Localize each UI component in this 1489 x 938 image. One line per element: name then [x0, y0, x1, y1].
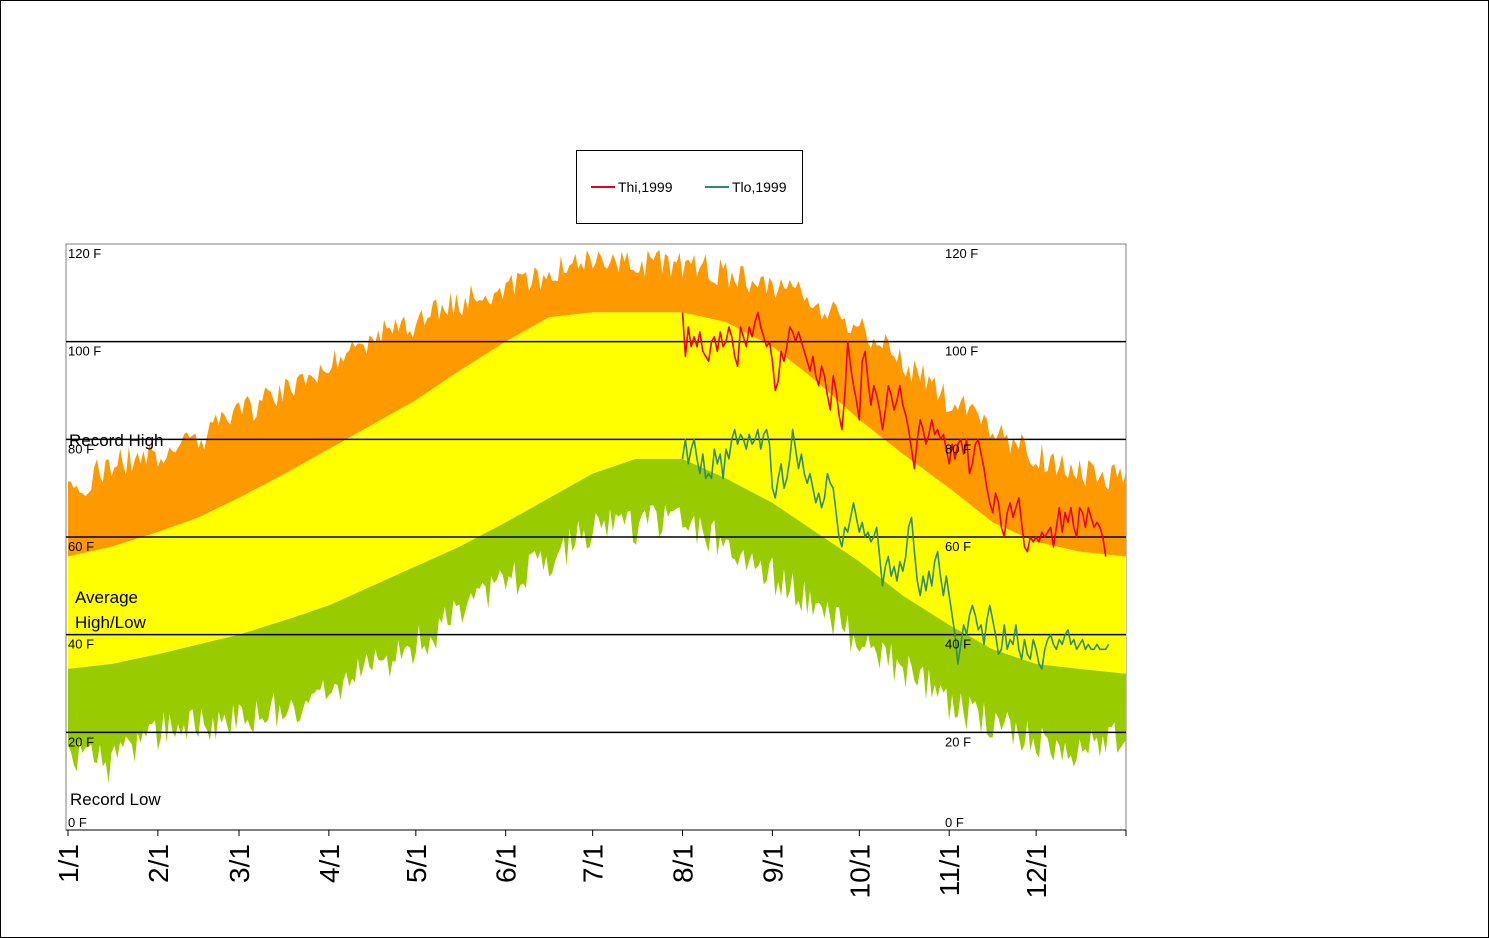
series-line-0	[681, 311, 1107, 557]
record-high-band	[68, 249, 1126, 557]
y-tick-right-0: 0 F	[945, 815, 964, 830]
record-low-label: Record Low	[70, 790, 161, 809]
y-tick-left-20: 20 F	[68, 734, 94, 749]
series-lines	[681, 311, 1110, 670]
x-tick-label-1-1: 1/1	[53, 844, 84, 883]
y-tick-left-80: 80 F	[68, 441, 94, 456]
average-band	[68, 312, 1126, 674]
x-tick-label-7-1: 7/1	[578, 844, 609, 883]
x-tick-label-2-1: 2/1	[143, 844, 174, 883]
x-tick-label-4-1: 4/1	[314, 844, 345, 883]
legend: Thi,1999 Tlo,1999	[576, 150, 803, 224]
x-tick-label-5-1: 5/1	[401, 844, 432, 883]
y-tick-left-40: 40 F	[68, 637, 94, 652]
legend-item-thi: Thi,1999	[591, 179, 672, 195]
legend-swatch-thi	[591, 186, 615, 188]
average-label-line1: Average	[75, 588, 138, 607]
y-tick-left-0: 0 F	[68, 815, 87, 830]
y-axis-left: 120 F 100 F 80 F 60 F 40 F 20 F 0 F	[68, 246, 101, 830]
x-tick-label-8-1: 8/1	[668, 844, 699, 883]
x-tick-label-9-1: 9/1	[757, 844, 788, 883]
gridlines	[66, 340, 1126, 734]
climate-bands	[68, 249, 1126, 784]
y-tick-right-20: 20 F	[945, 734, 971, 749]
legend-item-tlo: Tlo,1999	[705, 179, 786, 195]
record-high-label: Record High	[69, 431, 164, 450]
x-axis: 1/1 2/1 3/1 4/1 5/1 6/1 7/1 8/1 9/1 10/1 11/1 12/1	[53, 829, 1127, 899]
y-tick-right-80: 80 F	[945, 441, 971, 456]
y-tick-left-60: 60 F	[68, 539, 94, 554]
x-tick-label-11-1: 11/1	[934, 844, 965, 896]
legend-label-thi: Thi,1999	[618, 179, 673, 195]
x-tick-label-12-1: 12/1	[1021, 844, 1052, 899]
y-tick-right-120: 120 F	[945, 246, 978, 261]
series-line-1	[681, 428, 1110, 670]
y-axis-right: 120 F 100 F 80 F 60 F 40 F 20 F 0 F	[945, 246, 978, 830]
y-tick-right-40: 40 F	[945, 637, 971, 652]
y-tick-left-120: 120 F	[68, 246, 101, 261]
y-tick-right-60: 60 F	[945, 539, 971, 554]
legend-label-tlo: Tlo,1999	[732, 179, 787, 195]
average-label-line2: High/Low	[75, 613, 147, 632]
x-tick-label-10-1: 10/1	[844, 844, 875, 899]
record-low-band	[68, 458, 1126, 784]
y-tick-left-100: 100 F	[68, 344, 101, 359]
legend-swatch-tlo	[705, 186, 729, 188]
x-tick-label-6-1: 6/1	[491, 844, 522, 883]
y-tick-right-100: 100 F	[945, 344, 978, 359]
x-tick-label-3-1: 3/1	[224, 844, 255, 883]
